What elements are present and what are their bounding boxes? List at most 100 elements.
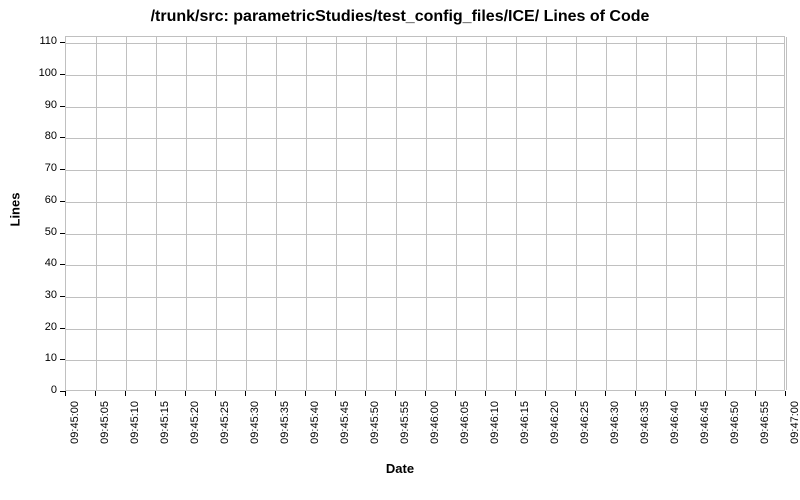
x-tick (275, 391, 276, 396)
x-tick (635, 391, 636, 396)
x-tick (305, 391, 306, 396)
y-tick (60, 42, 65, 43)
gridline-vertical (276, 37, 277, 390)
y-tick (60, 74, 65, 75)
gridline-horizontal (66, 265, 784, 266)
x-tick-label: 09:46:15 (519, 401, 531, 451)
y-tick-label: 80 (25, 130, 57, 142)
x-tick-label: 09:46:40 (669, 401, 681, 451)
y-tick (60, 137, 65, 138)
x-tick-label: 09:45:20 (189, 401, 201, 451)
gridline-vertical (546, 37, 547, 390)
gridline-horizontal (66, 43, 784, 44)
gridline-vertical (606, 37, 607, 390)
gridline-vertical (186, 37, 187, 390)
x-tick (95, 391, 96, 396)
gridline-vertical (336, 37, 337, 390)
x-tick-label: 09:46:45 (699, 401, 711, 451)
gridline-horizontal (66, 75, 784, 76)
x-tick-label: 09:47:00 (789, 401, 800, 451)
gridline-vertical (486, 37, 487, 390)
gridline-vertical (366, 37, 367, 390)
x-tick-label: 09:45:45 (339, 401, 351, 451)
gridline-horizontal (66, 360, 784, 361)
gridline-horizontal (66, 170, 784, 171)
gridline-horizontal (66, 202, 784, 203)
y-tick-label: 110 (25, 35, 57, 47)
y-tick (60, 296, 65, 297)
x-tick (395, 391, 396, 396)
y-tick (60, 359, 65, 360)
gridline-vertical (456, 37, 457, 390)
x-tick-label: 09:45:40 (309, 401, 321, 451)
x-tick-label: 09:46:30 (609, 401, 621, 451)
y-tick-label: 60 (25, 194, 57, 206)
y-tick-label: 30 (25, 289, 57, 301)
gridline-vertical (396, 37, 397, 390)
gridline-vertical (786, 37, 787, 390)
y-tick-label: 20 (25, 321, 57, 333)
y-tick-label: 90 (25, 99, 57, 111)
x-tick (155, 391, 156, 396)
gridline-vertical (306, 37, 307, 390)
x-tick-label: 09:45:50 (369, 401, 381, 451)
gridline-vertical (216, 37, 217, 390)
y-tick (60, 233, 65, 234)
gridline-vertical (576, 37, 577, 390)
x-tick-label: 09:45:30 (249, 401, 261, 451)
x-tick-label: 09:45:00 (69, 401, 81, 451)
x-tick-label: 09:46:35 (639, 401, 651, 451)
x-tick (605, 391, 606, 396)
plot-area (65, 36, 785, 391)
y-tick (60, 264, 65, 265)
x-tick (575, 391, 576, 396)
gridline-horizontal (66, 107, 784, 108)
x-tick-label: 09:45:10 (129, 401, 141, 451)
y-tick (60, 169, 65, 170)
gridline-vertical (126, 37, 127, 390)
x-tick (365, 391, 366, 396)
x-tick (425, 391, 426, 396)
gridline-horizontal (66, 234, 784, 235)
gridline-vertical (426, 37, 427, 390)
x-tick-label: 09:46:05 (459, 401, 471, 451)
x-tick-label: 09:45:35 (279, 401, 291, 451)
x-tick-label: 09:46:25 (579, 401, 591, 451)
x-tick (695, 391, 696, 396)
y-tick-label: 0 (25, 384, 57, 396)
gridline-vertical (696, 37, 697, 390)
y-tick-label: 70 (25, 162, 57, 174)
x-tick (725, 391, 726, 396)
gridline-vertical (726, 37, 727, 390)
x-tick (455, 391, 456, 396)
y-tick (60, 328, 65, 329)
y-tick (60, 106, 65, 107)
x-tick (485, 391, 486, 396)
x-tick-label: 09:46:00 (429, 401, 441, 451)
y-tick-label: 10 (25, 352, 57, 364)
gridline-vertical (516, 37, 517, 390)
x-tick-label: 09:45:55 (399, 401, 411, 451)
y-tick (60, 201, 65, 202)
y-axis-label: Lines (8, 196, 23, 226)
x-tick-label: 09:45:15 (159, 401, 171, 451)
x-tick-label: 09:46:50 (729, 401, 741, 451)
x-tick (545, 391, 546, 396)
x-tick (335, 391, 336, 396)
y-tick-label: 100 (25, 67, 57, 79)
gridline-horizontal (66, 297, 784, 298)
x-tick-label: 09:45:05 (99, 401, 111, 451)
x-tick-label: 09:46:20 (549, 401, 561, 451)
chart-title: /trunk/src: parametricStudies/test_confi… (0, 8, 800, 26)
gridline-vertical (636, 37, 637, 390)
x-tick-label: 09:46:55 (759, 401, 771, 451)
gridline-vertical (156, 37, 157, 390)
y-tick-label: 40 (25, 257, 57, 269)
gridline-horizontal (66, 329, 784, 330)
x-tick-label: 09:46:10 (489, 401, 501, 451)
x-axis-label: Date (0, 461, 800, 476)
gridline-horizontal (66, 138, 784, 139)
x-tick (125, 391, 126, 396)
gridline-vertical (756, 37, 757, 390)
gridline-vertical (246, 37, 247, 390)
